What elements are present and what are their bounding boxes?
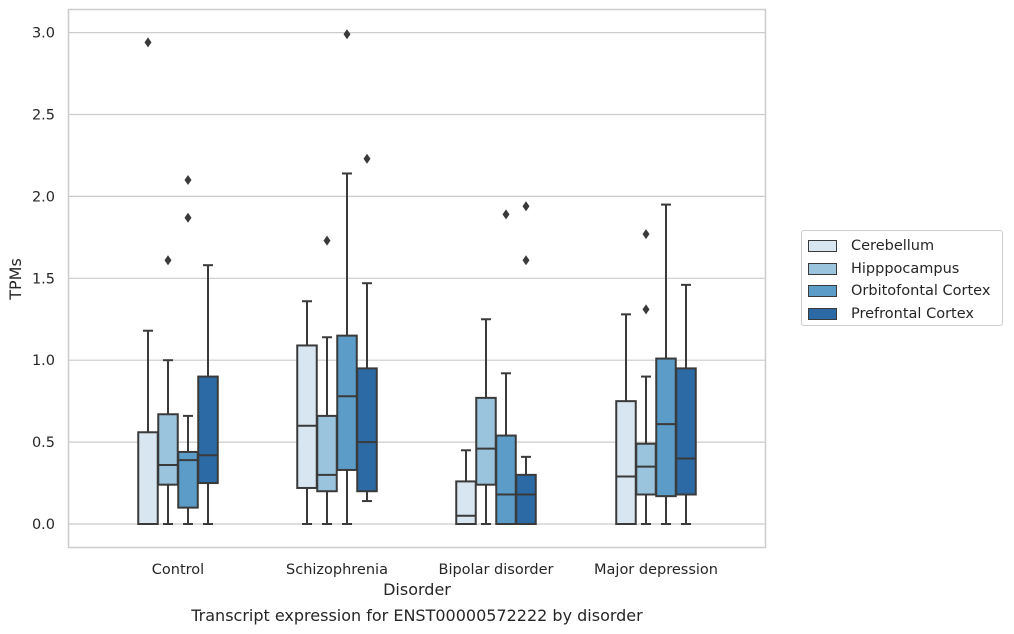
legend-label-orbitofrontal-cortex: Orbitofontal Cortex <box>851 283 991 300</box>
box-body <box>495 434 517 526</box>
box-hipppocampus-major-depression <box>635 229 657 525</box>
outlier-point <box>522 201 530 212</box>
figure-caption: Transcript expression for ENST0000057222… <box>191 606 643 625</box>
box-body <box>197 375 219 485</box>
box-orbitofontal-cortex-bipolar-disorder <box>495 209 517 526</box>
legend-swatch-cerebellum <box>808 240 837 253</box>
y-tick-label: 3.0 <box>32 26 55 42</box>
box-cerebellum-major-depression <box>615 313 637 525</box>
outlier-point <box>642 304 650 315</box>
box-body <box>475 396 497 486</box>
y-tick-label: 0.0 <box>32 517 55 533</box>
x-tick-label-bipolar-disorder: Bipolar disorder <box>439 562 554 578</box>
box-body <box>356 367 378 493</box>
y-tick-label: 2.5 <box>32 108 55 124</box>
y-axis-label: TPMs <box>6 258 25 301</box>
outlier-point <box>343 29 351 40</box>
box-body <box>336 334 358 471</box>
legend-swatch-orbitofrontal-cortex <box>808 285 837 298</box>
legend-item-orbitofrontal-cortex: Orbitofontal Cortex <box>808 280 1002 303</box>
plot-frame <box>67 8 767 549</box>
legend-item-cerebellum: Cerebellum <box>808 235 1002 258</box>
outlier-point <box>184 212 192 223</box>
legend-item-hippocampus: Hipppocampus <box>808 258 1002 281</box>
outlier-point <box>642 229 650 240</box>
legend-swatch-prefrontal-cortex <box>808 307 837 320</box>
box-orbitofontal-cortex-schizophrenia <box>336 29 358 525</box>
box-prefrontal-cortex-schizophrenia <box>356 153 378 503</box>
y-tick-label: 1.5 <box>32 271 55 287</box>
box-prefrontal-cortex-major-depression <box>675 283 697 525</box>
outlier-point <box>522 255 530 266</box>
box-cerebellum-bipolar-disorder <box>455 449 477 525</box>
outlier-point <box>184 175 192 186</box>
box-body <box>675 367 697 496</box>
x-tick-labels: Control Schizophrenia Bipolar disorder Majo… <box>152 562 718 578</box>
legend-label-cerebellum: Cerebellum <box>851 238 935 255</box>
box-body <box>615 400 637 525</box>
legend-item-prefrontal-cortex: Prefrontal Cortex <box>808 303 1002 326</box>
legend-label-prefrontal-cortex: Prefrontal Cortex <box>851 305 974 322</box>
box-prefrontal-cortex-control <box>197 264 219 525</box>
y-tick-label: 2.0 <box>32 189 55 205</box>
y-tick-label: 0.5 <box>32 435 55 451</box>
legend-label-hippocampus: Hipppocampus <box>851 260 960 277</box>
legend-swatch-hippocampus <box>808 262 837 275</box>
box-body <box>655 357 677 498</box>
box-body <box>157 413 179 486</box>
outlier-point <box>363 153 371 164</box>
x-axis-label: Disorder <box>383 580 451 599</box>
box-body <box>515 473 537 525</box>
outlier-point <box>323 235 331 246</box>
box-body <box>296 344 318 489</box>
x-tick-label-control: Control <box>152 562 204 578</box>
x-tick-label-major-depression: Major depression <box>594 562 718 578</box>
box-hipppocampus-bipolar-disorder <box>475 318 497 525</box>
y-tick-label: 1.0 <box>32 353 55 369</box>
box-body <box>635 442 657 496</box>
box-hipppocampus-control <box>157 255 179 525</box>
legend: Cerebellum Hipppocampus Orbitofontal Cor… <box>801 230 1003 326</box>
box-body <box>455 480 477 525</box>
gridlines <box>68 31 766 525</box>
x-tick-label-schizophrenia: Schizophrenia <box>286 562 388 578</box>
boxes <box>137 29 697 526</box>
box-cerebellum-control <box>137 37 159 525</box>
outlier-point <box>144 37 152 48</box>
box-body <box>316 414 338 493</box>
box-orbitofontal-cortex-major-depression <box>655 203 677 525</box>
y-tick-labels: 0.0 0.5 1.0 1.5 2.0 2.5 3.0 <box>32 26 55 533</box>
box-cerebellum-schizophrenia <box>296 300 318 525</box>
outlier-point <box>164 255 172 266</box>
box-prefrontal-cortex-bipolar-disorder <box>515 201 537 525</box>
box-orbitofontal-cortex-control <box>177 175 199 525</box>
box-body <box>137 431 159 525</box>
outlier-point <box>502 209 510 220</box>
